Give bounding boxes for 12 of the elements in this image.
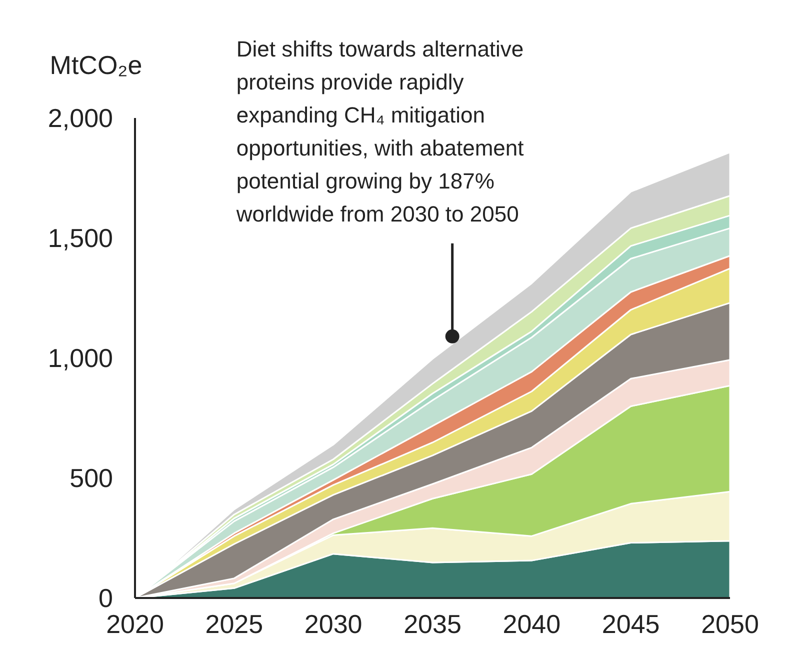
- y-axis-title: MtCO₂e: [50, 50, 142, 80]
- x-tick-label: 2030: [304, 609, 362, 639]
- annotation: Diet shifts towards alternative proteins provide rapidly expanding CH₄ mitigation opportunities, with abatement potential growing by 187% worldwide from 2030 to 2050: [235, 36, 524, 226]
- x-tick-label: 2045: [602, 609, 660, 639]
- y-tick-label: 1,500: [48, 223, 113, 254]
- y-tick-label: 1,000: [48, 343, 113, 374]
- y-tick-label: 2,000: [48, 103, 113, 134]
- x-tick-label: 2040: [502, 609, 561, 639]
- x-tick-label: 2050: [701, 609, 759, 639]
- x-tick-label: 2025: [205, 609, 264, 639]
- y-tick-label: 500: [70, 463, 113, 494]
- x-tick-label: 2035: [404, 609, 462, 639]
